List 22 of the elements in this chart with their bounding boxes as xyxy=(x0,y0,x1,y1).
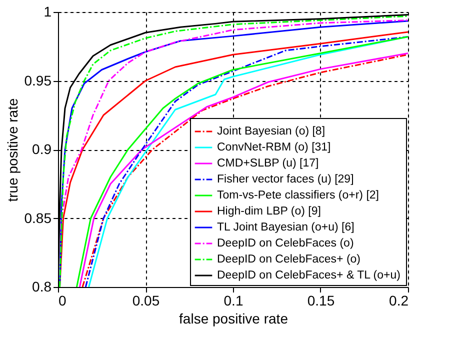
x-tick-label: 0.15 xyxy=(307,292,335,308)
legend-label: DeepID on CelebFaces (o) xyxy=(217,238,354,250)
legend-label: CMD+SLBP (u) [17] xyxy=(217,158,319,170)
x-tick-label: 0 xyxy=(58,292,66,308)
x-tick-label: 0.1 xyxy=(224,292,244,308)
x-tick-label: 0.05 xyxy=(132,292,160,308)
legend-label: ConvNet-RBM (o) [31] xyxy=(217,142,331,154)
legend-label: High-dim LBP (o) [9] xyxy=(217,206,321,218)
y-tick-label: 0.8 xyxy=(32,278,52,294)
y-tick-label: 0.9 xyxy=(32,141,52,157)
y-tick-label: 1 xyxy=(44,4,52,20)
legend-label: Tom-vs-Pete classifiers (o+r) [2] xyxy=(217,190,379,202)
legend-label: DeepID on CelebFaces+ (o) xyxy=(217,254,361,266)
x-tick-label: 0.2 xyxy=(389,292,409,308)
x-axis-title: false positive rate xyxy=(179,310,288,326)
legend-label: Joint Bayesian (o) [8] xyxy=(217,126,326,138)
legend-label: DeepID on CelebFaces+ & TL (o+u) xyxy=(217,270,401,282)
y-tick-label: 0.85 xyxy=(24,210,52,226)
y-tick-label: 0.95 xyxy=(24,72,52,88)
legend-label: Fisher vector faces (u) [29] xyxy=(217,174,354,186)
y-axis-title: true positive rate xyxy=(4,98,20,202)
legend-label: TL Joint Bayesian (o+u) [6] xyxy=(217,222,354,234)
